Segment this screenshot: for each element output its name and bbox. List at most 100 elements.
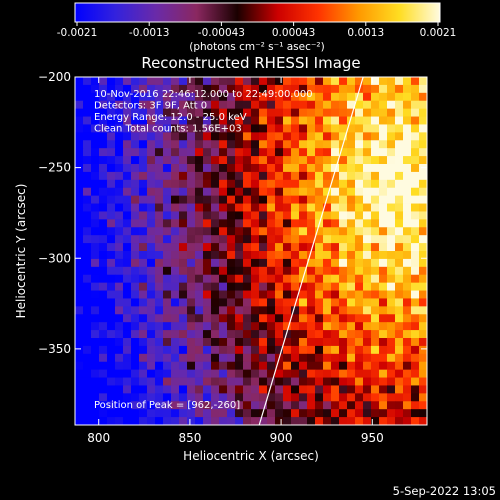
heatmap-cell <box>187 108 196 117</box>
heatmap-cell <box>131 345 140 355</box>
heatmap-cell <box>107 330 116 339</box>
heatmap-cell <box>395 140 404 149</box>
heatmap-cell <box>395 251 404 260</box>
heatmap-cell <box>235 77 244 86</box>
heatmap-cell <box>355 314 364 323</box>
heatmap-cell <box>291 251 300 260</box>
heatmap-cell <box>307 251 316 260</box>
heatmap-cell <box>291 314 300 323</box>
heatmap-cell <box>331 345 340 355</box>
heatmap-cell <box>347 227 356 236</box>
heatmap-cell <box>195 258 204 268</box>
heatmap-cell <box>139 393 148 402</box>
heatmap-cell <box>395 227 404 236</box>
heatmap-cell <box>203 108 212 117</box>
heatmap-cell <box>163 258 172 268</box>
heatmap-cell <box>355 322 364 331</box>
heatmap-cell <box>243 251 252 260</box>
heatmap-cell <box>395 156 404 165</box>
heatmap-cell <box>395 393 404 402</box>
heatmap-cell <box>275 195 284 204</box>
heatmap-cell <box>91 393 100 402</box>
heatmap-cell <box>315 385 324 394</box>
heatmap-cell <box>411 401 420 410</box>
heatmap-cell <box>203 211 212 220</box>
heatmap-cell <box>331 409 340 418</box>
heatmap-cell <box>259 393 268 402</box>
heatmap-cell <box>155 108 164 117</box>
heatmap-cell <box>171 187 180 197</box>
heatmap-cell <box>291 235 300 244</box>
heatmap-cell <box>395 211 404 220</box>
heatmap-cell <box>251 306 260 315</box>
heatmap-cell <box>203 361 212 371</box>
heatmap-cell <box>419 393 427 402</box>
heatmap-cell <box>187 211 196 220</box>
heatmap-cell <box>339 417 348 425</box>
heatmap-cell <box>395 92 404 102</box>
heatmap-cell <box>131 108 140 117</box>
heatmap-cell <box>267 179 276 189</box>
heatmap-cell <box>259 401 268 410</box>
heatmap-cell <box>419 108 427 117</box>
heatmap-cell <box>419 353 427 363</box>
heatmap-cell <box>75 361 84 371</box>
heatmap-cell <box>123 298 132 307</box>
heatmap-cell <box>83 417 92 425</box>
heatmap-cell <box>219 84 228 94</box>
heatmap-cell <box>75 345 84 355</box>
heatmap-cell <box>203 314 212 323</box>
heatmap-cell <box>99 140 108 149</box>
heatmap-cell <box>99 164 108 173</box>
heatmap-cell <box>315 306 324 315</box>
heatmap-cell <box>379 156 388 165</box>
heatmap-cell <box>163 243 172 252</box>
heatmap-cell <box>123 314 132 323</box>
heatmap-cell <box>347 385 356 394</box>
heatmap-cell <box>243 314 252 323</box>
heatmap-cell <box>75 306 84 315</box>
heatmap-cell <box>91 164 100 173</box>
heatmap-cell <box>155 306 164 315</box>
colorbar-tick-label: -0.0013 <box>129 27 170 39</box>
heatmap-cell <box>331 124 340 133</box>
heatmap-cell <box>307 84 316 94</box>
heatmap-cell <box>403 298 412 307</box>
heatmap-cell <box>179 77 188 86</box>
heatmap-cell <box>315 393 324 402</box>
heatmap-cell <box>291 77 300 86</box>
heatmap-cell <box>187 179 196 189</box>
heatmap-cell <box>139 361 148 371</box>
heatmap-cell <box>211 290 220 299</box>
heatmap-cell <box>83 164 92 173</box>
heatmap-cell <box>267 140 276 149</box>
heatmap-cell <box>291 219 300 228</box>
heatmap-cell <box>131 132 140 141</box>
heatmap-cell <box>299 251 308 260</box>
heatmap-cell <box>195 187 204 197</box>
heatmap-cell <box>267 290 276 299</box>
heatmap-cell <box>283 219 292 228</box>
heatmap-cell <box>107 385 116 394</box>
heatmap-cell <box>83 369 92 378</box>
heatmap-cell <box>411 179 420 189</box>
heatmap-cell <box>355 377 364 386</box>
heatmap-cell <box>411 195 420 204</box>
heatmap-cell <box>331 251 340 260</box>
heatmap-cell <box>107 124 116 133</box>
heatmap-cell <box>235 322 244 331</box>
heatmap-cell <box>131 77 140 86</box>
heatmap-cell <box>411 274 420 284</box>
heatmap-cells <box>75 77 427 425</box>
heatmap-cell <box>347 156 356 165</box>
heatmap-cell <box>283 258 292 268</box>
heatmap-cell <box>227 219 236 228</box>
heatmap-cell <box>291 156 300 165</box>
heatmap-cell <box>91 100 100 110</box>
heatmap-cell <box>299 314 308 323</box>
heatmap-cell <box>419 322 427 331</box>
heatmap-cell <box>163 211 172 220</box>
heatmap-cell <box>235 393 244 402</box>
heatmap-cell <box>107 92 116 102</box>
heatmap-cell <box>363 290 372 299</box>
